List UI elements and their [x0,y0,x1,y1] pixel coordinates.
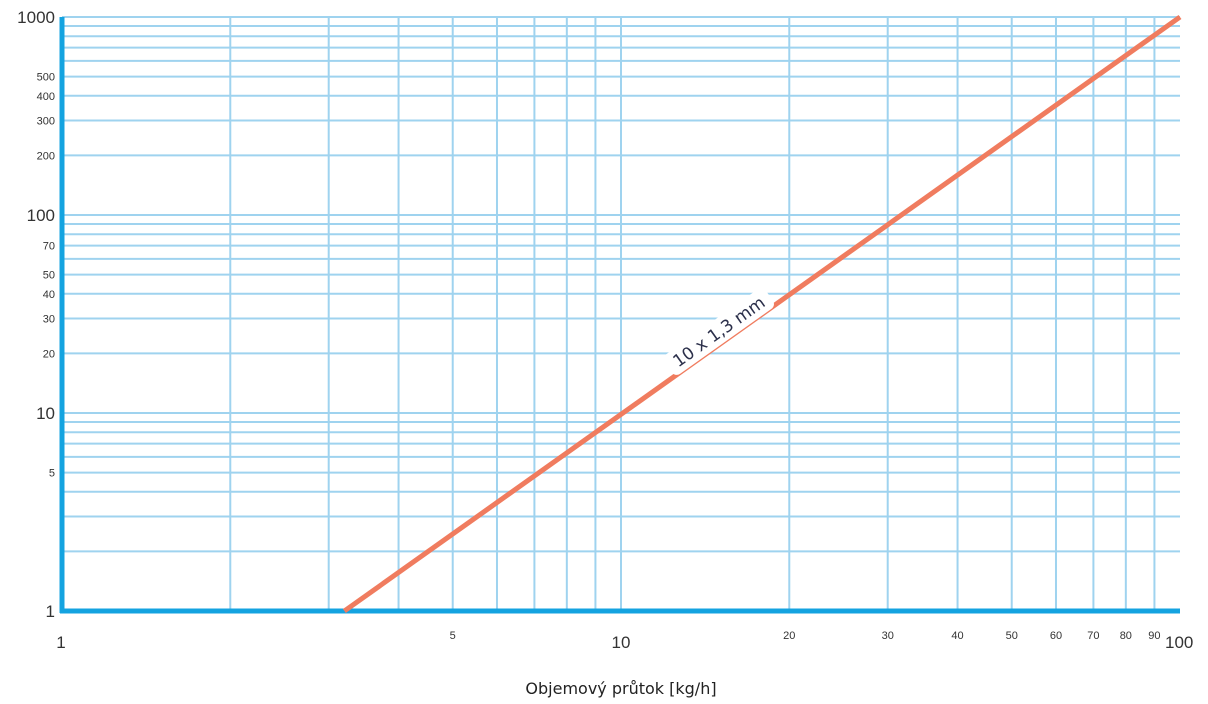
y-tick-label: 30 [43,314,55,326]
y-tick-label: 1 [46,602,55,621]
y-tick-label: 500 [37,72,55,84]
y-tick-label: 50 [43,270,55,282]
x-tick-label: 60 [1050,630,1062,642]
x-axis-title: Objemový průtok [kg/h] [525,679,716,698]
x-tick-labels: 1 5 10 20 30 40 50 60 70 80 90 100 [56,630,1193,652]
x-tick-label: 20 [783,630,795,642]
x-tick-label: 50 [1006,630,1018,642]
y-tick-label: 20 [43,348,55,360]
x-tick-label: 40 [951,630,963,642]
y-tick-labels: 1 5 10 20 30 40 50 70 100 200 300 400 500 1000 [17,8,55,621]
series-label-group: 10 x 1,3 mm [663,288,774,375]
x-tick-label: 5 [450,630,456,642]
y-tick-label: 100 [27,206,55,225]
y-tick-label: 400 [37,91,55,103]
x-tick-label: 100 [1165,633,1193,652]
grid-lines [62,16,1180,611]
x-tick-label: 80 [1120,630,1132,642]
y-tick-label: 200 [37,150,55,162]
y-tick-label: 70 [43,241,55,253]
y-tick-label: 5 [49,468,55,480]
y-tick-label: 40 [43,289,55,301]
axes [59,17,1180,614]
series-label: 10 x 1,3 mm [670,293,770,372]
x-tick-label: 1 [56,633,65,652]
y-tick-label: 10 [36,404,55,423]
x-tick-label: 90 [1148,630,1160,642]
series-label-background [663,288,774,375]
series-layer: 10 x 1,3 mm [342,14,1182,614]
x-tick-label: 70 [1087,630,1099,642]
y-tick-label: 300 [37,116,55,128]
y-tick-label: 1000 [17,8,55,27]
x-tick-label: 30 [882,630,894,642]
x-tick-label: 10 [612,633,631,652]
